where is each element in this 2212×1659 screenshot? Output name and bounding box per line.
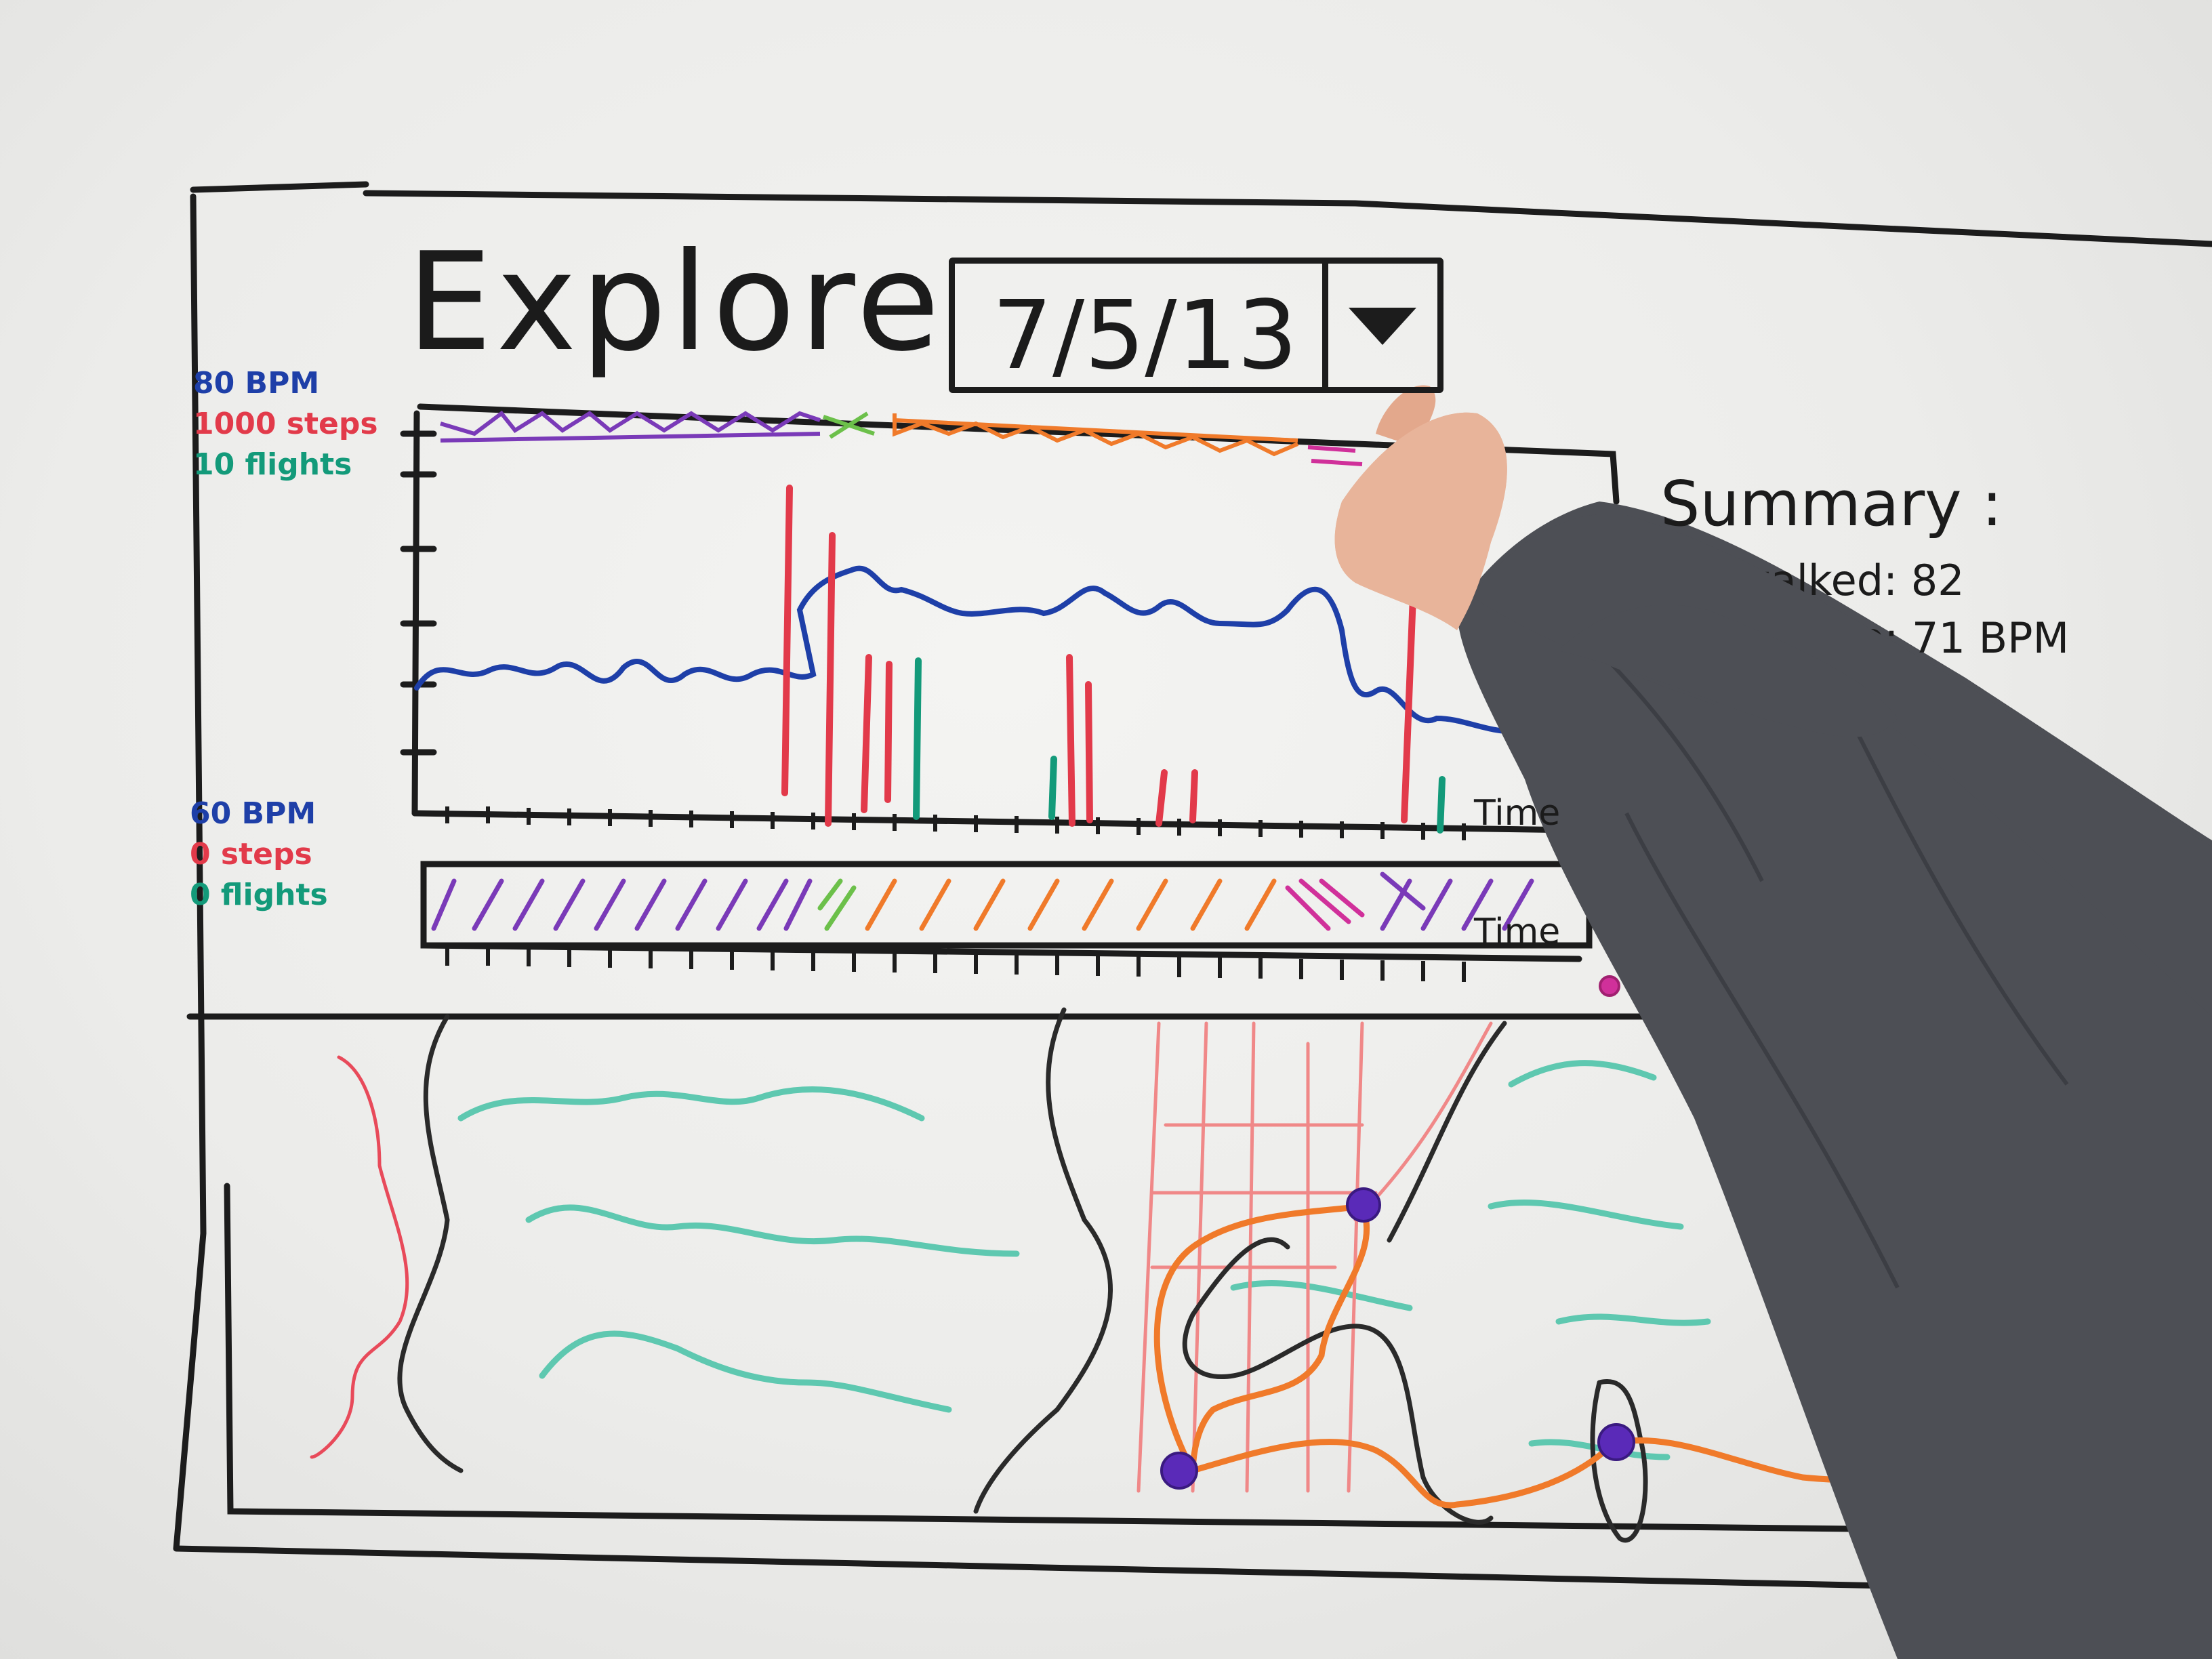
map-coastline bbox=[973, 1007, 1113, 1514]
chart-top-band bbox=[417, 403, 1620, 505]
steps-bar bbox=[1155, 769, 1168, 827]
timeline-magenta bbox=[1285, 878, 1365, 931]
date-value: 7/5/13 bbox=[992, 281, 1298, 391]
legend-min-steps: 0 steps bbox=[190, 837, 312, 872]
legend-max-steps: 1000 steps bbox=[193, 407, 378, 441]
map-marker bbox=[1597, 1423, 1635, 1461]
chart-x-axis-label: Time bbox=[1474, 793, 1561, 834]
steps-bar bbox=[1066, 654, 1076, 827]
summary-title: Summary : bbox=[1660, 468, 2003, 540]
heart-rate-line bbox=[414, 565, 1521, 735]
timeline-purple bbox=[431, 878, 813, 931]
timeline-band bbox=[420, 861, 1593, 949]
steps-bar bbox=[1085, 681, 1093, 823]
legend-max-flights: 10 flights bbox=[193, 447, 352, 482]
band-orange bbox=[893, 413, 1299, 457]
map-lake bbox=[1182, 1237, 1494, 1525]
timeline-axis-label: Time bbox=[1474, 912, 1561, 952]
flights-bar bbox=[913, 657, 922, 820]
band-purple bbox=[440, 410, 821, 443]
map-frame bbox=[186, 1013, 2104, 1535]
map-marker bbox=[1160, 1452, 1198, 1490]
legend-min-flights: 0 flights bbox=[190, 878, 328, 912]
steps-bar bbox=[825, 532, 836, 827]
band-green bbox=[823, 411, 875, 439]
outer-frame bbox=[173, 181, 2212, 1596]
flights-bar bbox=[1048, 756, 1057, 820]
map-coastline bbox=[1387, 1021, 1507, 1243]
legend-min-bpm: 60 BPM bbox=[190, 796, 316, 831]
map-marker bbox=[1346, 1187, 1381, 1223]
summary-line: s walked: 82 bbox=[1701, 556, 1965, 605]
map-marker bbox=[1599, 975, 1620, 997]
steps-bar bbox=[781, 485, 793, 796]
timeline-orange bbox=[865, 878, 1277, 931]
legend-max-bpm: 80 BPM bbox=[193, 366, 320, 401]
map-red-road bbox=[310, 1055, 409, 1459]
timeline-green bbox=[817, 878, 857, 931]
date-dropdown-button[interactable] bbox=[1322, 264, 1437, 387]
band-magenta bbox=[1307, 445, 1363, 466]
steps-bar bbox=[1401, 593, 1416, 823]
chart-y-axis bbox=[411, 410, 420, 817]
steps-bar bbox=[884, 661, 893, 803]
summary-line: ate: 71 BPM bbox=[1816, 613, 2070, 663]
steps-bar bbox=[861, 654, 872, 813]
flights-bar bbox=[1437, 776, 1446, 834]
triangle-down-icon bbox=[1349, 308, 1416, 345]
steps-bar bbox=[1189, 769, 1198, 823]
page-title: Explore bbox=[407, 224, 944, 382]
date-picker[interactable]: 7/5/13 bbox=[949, 258, 1443, 393]
map-coastline bbox=[397, 1014, 464, 1473]
